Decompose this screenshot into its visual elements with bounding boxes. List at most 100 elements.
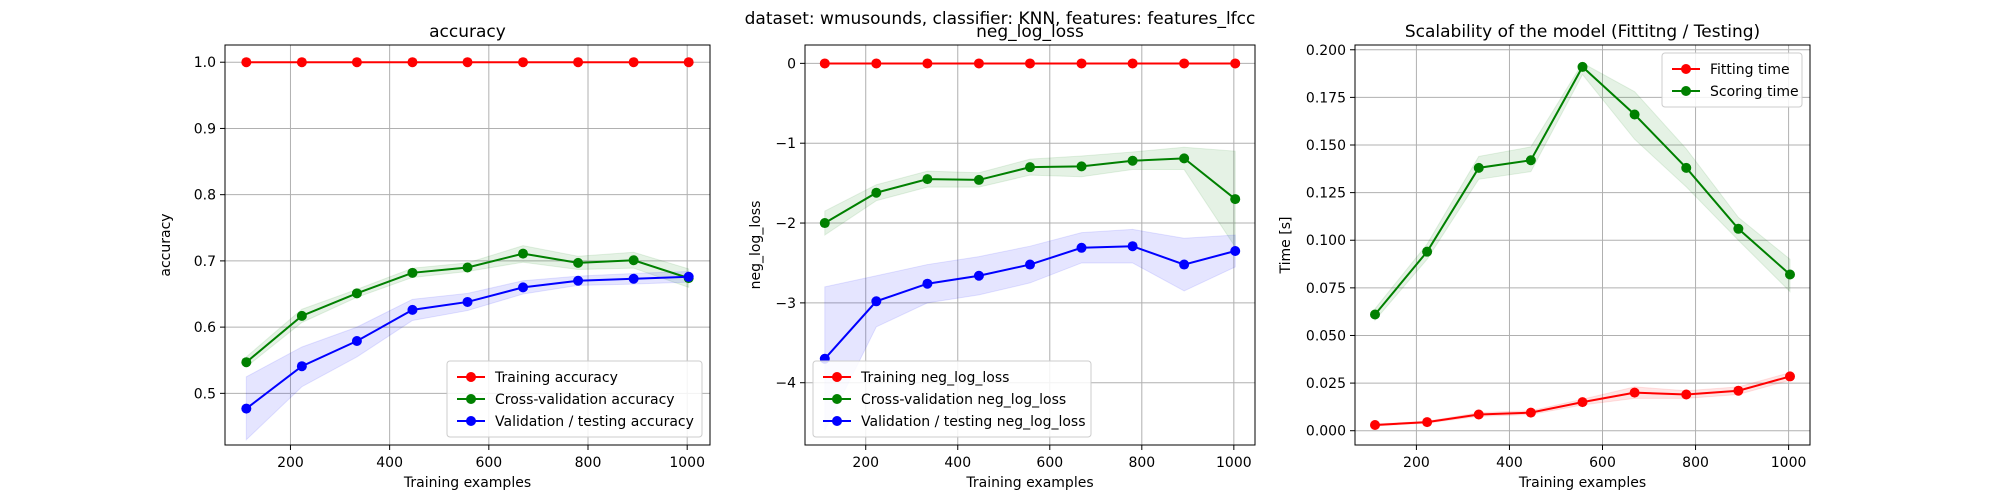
figure-suptitle: dataset: wmusounds, classifier: KNN, fea… <box>745 9 1256 29</box>
y-tick-label: 0.125 <box>1306 186 1346 202</box>
data-point <box>462 262 473 273</box>
legend-marker <box>832 416 842 426</box>
x-tick-label: 1000 <box>1771 455 1807 471</box>
legend: Training accuracy Cross-validation accura… <box>446 360 703 438</box>
data-point <box>573 257 584 268</box>
data-point <box>1076 161 1087 172</box>
y-axis-label: accuracy <box>158 213 174 276</box>
data-point <box>518 282 529 293</box>
data-point <box>1422 417 1433 428</box>
legend-label: Validation / testing neg_log_loss <box>861 414 1086 430</box>
data-point <box>871 58 882 69</box>
data-point <box>1179 259 1190 270</box>
y-tick-label: 0.8 <box>194 188 216 204</box>
y-tick-label: 0.200 <box>1306 43 1346 59</box>
y-tick-label: 0.050 <box>1306 328 1346 344</box>
data-point <box>462 57 473 68</box>
x-tick-label: 400 <box>944 455 971 471</box>
data-point <box>351 288 362 299</box>
axes-frame <box>804 44 1256 446</box>
legend-box <box>446 360 703 438</box>
data-point <box>1230 58 1241 69</box>
data-point <box>1127 241 1138 252</box>
y-tick-label: −3 <box>775 296 796 312</box>
y-tick-label: 0.9 <box>194 121 216 137</box>
x-tick-label: 1000 <box>1216 455 1252 471</box>
legend-label: Training accuracy <box>494 370 618 386</box>
data-point <box>1025 259 1035 270</box>
y-tick-label: 1.0 <box>194 55 216 71</box>
legend-label: Training neg_log_loss <box>860 370 1009 386</box>
data-point <box>1577 61 1588 72</box>
data-point <box>407 267 418 278</box>
legend-box <box>812 360 1092 438</box>
x-tick-label: 800 <box>575 455 602 471</box>
data-point <box>973 270 984 281</box>
data-point <box>407 57 418 68</box>
data-point <box>683 271 694 282</box>
legend-marker <box>1681 86 1691 96</box>
legend: Fitting time Scoring time <box>1661 52 1803 108</box>
legend-marker <box>832 372 842 382</box>
chart-3: 200 400 600 800 1000 0.000 0.025 0.050 0.075 0.10… <box>1278 22 1811 491</box>
data-point <box>518 248 529 259</box>
data-point <box>1370 420 1381 430</box>
data-point <box>1179 58 1190 69</box>
axes-frame <box>224 44 711 446</box>
data-point <box>296 57 307 68</box>
data-point <box>628 273 639 284</box>
data-point <box>922 174 933 185</box>
x-tick-label: 400 <box>1496 455 1523 471</box>
y-axis-label: neg_log_loss <box>748 201 764 290</box>
data-point <box>351 336 362 347</box>
x-tick-label: 800 <box>1128 455 1155 471</box>
data-point <box>819 218 830 229</box>
data-point <box>296 310 307 321</box>
chart-1: 200 400 600 800 1000 0.5 0.6 0.7 0.8 0.9 1.0 accura… <box>158 22 711 491</box>
y-tick-label: 0.150 <box>1306 138 1346 154</box>
data-point <box>296 361 307 372</box>
data-point <box>973 174 984 185</box>
data-point <box>1577 397 1588 408</box>
data-point <box>1681 389 1692 400</box>
data-point <box>1422 246 1433 257</box>
data-point <box>1473 409 1484 420</box>
data-point <box>573 57 584 68</box>
data-point <box>628 255 639 266</box>
y-tick-label: 0.175 <box>1306 90 1346 106</box>
data-point <box>922 278 933 289</box>
y-tick-label: 0.6 <box>194 320 216 336</box>
x-tick-label: 600 <box>1036 455 1063 471</box>
y-tick-label: −4 <box>775 376 796 392</box>
chart-2: 200 400 600 800 1000 −4 −3 −2 −1 0 neg_log_loss Tra… <box>748 22 1256 491</box>
data-point <box>922 58 933 69</box>
legend-marker <box>832 394 842 404</box>
legend-marker <box>466 416 476 426</box>
y-tick-label: 0 <box>787 56 796 72</box>
data-point <box>241 357 252 368</box>
data-point <box>1681 162 1692 173</box>
data-point <box>241 57 252 68</box>
data-point <box>871 296 882 307</box>
x-axis-label: Training examples <box>1518 475 1646 491</box>
legend-label: Cross-validation accuracy <box>495 392 675 408</box>
data-point <box>1230 194 1241 205</box>
y-tick-label: 0.000 <box>1306 424 1346 440</box>
x-tick-label: 400 <box>376 455 403 471</box>
data-point <box>1230 245 1241 256</box>
y-tick-label: 0.075 <box>1306 281 1346 297</box>
y-axis-label: Time [s] <box>1278 217 1294 275</box>
data-point <box>1127 58 1138 69</box>
data-point <box>871 187 882 198</box>
data-point <box>518 57 529 68</box>
chart-title: accuracy <box>429 22 506 42</box>
legend-label: Scoring time <box>1710 84 1799 100</box>
x-tick-label: 200 <box>1403 455 1430 471</box>
y-tick-label: 0.100 <box>1306 233 1346 249</box>
legend-box <box>1661 52 1803 108</box>
data-point <box>819 58 830 69</box>
data-point <box>1629 387 1640 398</box>
y-tick-label: 0.025 <box>1306 376 1346 392</box>
legend-label: Fitting time <box>1710 62 1790 78</box>
